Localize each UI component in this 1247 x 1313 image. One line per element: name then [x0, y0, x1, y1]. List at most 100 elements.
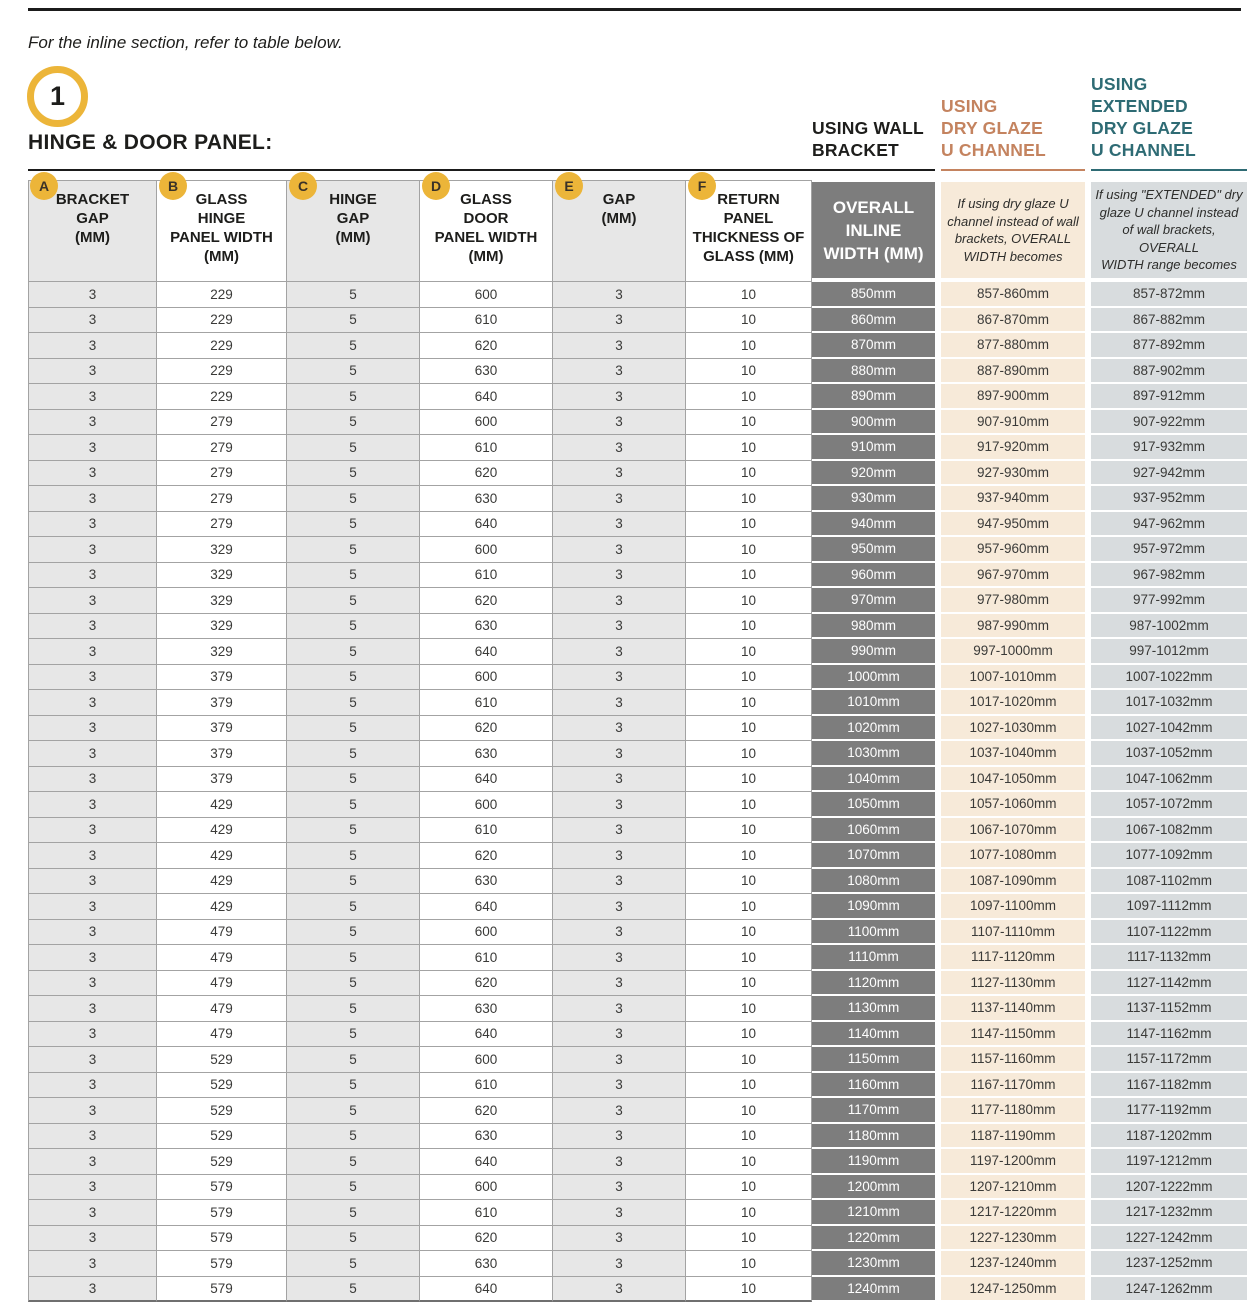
cell-return-panel-thickness: 10	[686, 613, 812, 639]
table-body: 3 229 5 600 3 10 850mm 857-860mm 857-872mm 3 229 5 6…	[28, 282, 1247, 1302]
cell-bracket-gap: 3	[28, 613, 157, 639]
cell-return-panel-thickness: 10	[686, 1098, 812, 1124]
cell-hinge-gap: 5	[287, 1200, 420, 1226]
cell-dry-glaze-width: 1087-1090mm	[941, 868, 1085, 894]
cell-gap: 3	[553, 945, 686, 971]
cell-hinge-gap: 5	[287, 1225, 420, 1251]
cell-glass-door-panel-width: 600	[420, 792, 553, 818]
intro-text: For the inline section, refer to table b…	[28, 33, 343, 52]
cell-overall-inline-width: 920mm	[812, 460, 935, 486]
cell-glass-door-panel-width: 630	[420, 741, 553, 767]
cell-glass-door-panel-width: 630	[420, 613, 553, 639]
cell-glass-hinge-panel-width: 429	[157, 817, 287, 843]
cell-hinge-gap: 5	[287, 486, 420, 512]
cell-glass-door-panel-width: 640	[420, 384, 553, 410]
cell-gap: 3	[553, 1200, 686, 1226]
cell-dry-glaze-width: 1217-1220mm	[941, 1200, 1085, 1226]
cell-overall-inline-width: 1140mm	[812, 1021, 935, 1047]
cell-glass-door-panel-width: 620	[420, 460, 553, 486]
cell-glass-hinge-panel-width: 229	[157, 307, 287, 333]
cell-dry-glaze-width: 1237-1240mm	[941, 1251, 1085, 1277]
cell-hinge-gap: 5	[287, 639, 420, 665]
cell-glass-door-panel-width: 610	[420, 307, 553, 333]
group-header-wall-bracket: USING WALL BRACKET	[812, 118, 924, 160]
cell-hinge-gap: 5	[287, 282, 420, 308]
cell-return-panel-thickness: 10	[686, 537, 812, 563]
cell-dry-glaze-width: 937-940mm	[941, 486, 1085, 512]
cell-bracket-gap: 3	[28, 1149, 157, 1175]
cell-extended-dry-glaze-width: 1047-1062mm	[1091, 766, 1247, 792]
table-row: 3 479 5 620 3 10 1120mm 1127-1130mm 1127-1142mm	[28, 970, 1247, 996]
cell-glass-door-panel-width: 600	[420, 282, 553, 308]
step-number: 1	[49, 81, 66, 111]
cell-dry-glaze-width: 1197-1200mm	[941, 1149, 1085, 1175]
cell-return-panel-thickness: 10	[686, 1200, 812, 1226]
cell-glass-hinge-panel-width: 279	[157, 435, 287, 461]
cell-extended-dry-glaze-width: 967-982mm	[1091, 562, 1247, 588]
cell-glass-hinge-panel-width: 429	[157, 792, 287, 818]
cell-gap: 3	[553, 613, 686, 639]
badge-c-icon: C	[289, 172, 317, 200]
cell-glass-hinge-panel-width: 579	[157, 1225, 287, 1251]
cell-bracket-gap: 3	[28, 1174, 157, 1200]
cell-extended-dry-glaze-width: 1177-1192mm	[1091, 1098, 1247, 1124]
cell-glass-hinge-panel-width: 229	[157, 384, 287, 410]
table-row: 3 579 5 640 3 10 1240mm 1247-1250mm 1247-1262mm	[28, 1276, 1247, 1302]
table-row: 3 529 5 610 3 10 1160mm 1167-1170mm 1167-1182mm	[28, 1072, 1247, 1098]
cell-hinge-gap: 5	[287, 996, 420, 1022]
cell-glass-door-panel-width: 600	[420, 1174, 553, 1200]
cell-glass-door-panel-width: 610	[420, 562, 553, 588]
cell-hinge-gap: 5	[287, 588, 420, 614]
cell-overall-inline-width: 850mm	[812, 282, 935, 308]
cell-overall-inline-width: 1220mm	[812, 1225, 935, 1251]
cell-extended-dry-glaze-width: 1137-1152mm	[1091, 996, 1247, 1022]
table-row: 3 579 5 600 3 10 1200mm 1207-1210mm 1207-1222mm	[28, 1174, 1247, 1200]
cell-gap: 3	[553, 868, 686, 894]
cell-glass-door-panel-width: 640	[420, 511, 553, 537]
cell-return-panel-thickness: 10	[686, 409, 812, 435]
cell-overall-inline-width: 1160mm	[812, 1072, 935, 1098]
cell-hinge-gap: 5	[287, 562, 420, 588]
cell-gap: 3	[553, 282, 686, 308]
cell-dry-glaze-width: 1057-1060mm	[941, 792, 1085, 818]
cell-extended-dry-glaze-width: 957-972mm	[1091, 537, 1247, 563]
cell-bracket-gap: 3	[28, 358, 157, 384]
table-row: 3 579 5 620 3 10 1220mm 1227-1230mm 1227-1242mm	[28, 1225, 1247, 1251]
section-rule-orange	[941, 169, 1085, 171]
cell-gap: 3	[553, 843, 686, 869]
cell-glass-hinge-panel-width: 379	[157, 690, 287, 716]
cell-glass-door-panel-width: 620	[420, 1225, 553, 1251]
cell-glass-door-panel-width: 640	[420, 1149, 553, 1175]
cell-glass-door-panel-width: 630	[420, 1251, 553, 1277]
cell-dry-glaze-width: 917-920mm	[941, 435, 1085, 461]
section-rule-black	[28, 169, 935, 171]
table-row: 3 329 5 630 3 10 980mm 987-990mm 987-1002mm	[28, 613, 1247, 639]
cell-glass-hinge-panel-width: 579	[157, 1200, 287, 1226]
group-header-extended-dry-glaze: USING EXTENDED DRY GLAZE U CHANNEL	[1091, 74, 1196, 160]
cell-overall-inline-width: 1180mm	[812, 1123, 935, 1149]
cell-hinge-gap: 5	[287, 613, 420, 639]
cell-dry-glaze-width: 1107-1110mm	[941, 919, 1085, 945]
cell-dry-glaze-width: 1037-1040mm	[941, 741, 1085, 767]
cell-return-panel-thickness: 10	[686, 333, 812, 359]
cell-gap: 3	[553, 1251, 686, 1277]
cell-extended-dry-glaze-width: 1097-1112mm	[1091, 894, 1247, 920]
cell-gap: 3	[553, 741, 686, 767]
table-header-row: BRACKET GAP (MM) GLASS HINGE PANEL WIDTH…	[28, 172, 1247, 282]
cell-return-panel-thickness: 10	[686, 817, 812, 843]
cell-gap: 3	[553, 715, 686, 741]
cell-glass-door-panel-width: 600	[420, 664, 553, 690]
cell-overall-inline-width: 1030mm	[812, 741, 935, 767]
cell-extended-dry-glaze-width: 1037-1052mm	[1091, 741, 1247, 767]
table-row: 3 329 5 600 3 10 950mm 957-960mm 957-972mm	[28, 537, 1247, 563]
cell-overall-inline-width: 1080mm	[812, 868, 935, 894]
cell-gap: 3	[553, 1123, 686, 1149]
badge-a-icon: A	[30, 172, 58, 200]
cell-glass-hinge-panel-width: 379	[157, 664, 287, 690]
cell-glass-door-panel-width: 610	[420, 1072, 553, 1098]
cell-glass-hinge-panel-width: 279	[157, 460, 287, 486]
cell-dry-glaze-width: 1167-1170mm	[941, 1072, 1085, 1098]
cell-bracket-gap: 3	[28, 868, 157, 894]
table-row: 3 229 5 610 3 10 860mm 867-870mm 867-882mm	[28, 307, 1247, 333]
cell-bracket-gap: 3	[28, 690, 157, 716]
